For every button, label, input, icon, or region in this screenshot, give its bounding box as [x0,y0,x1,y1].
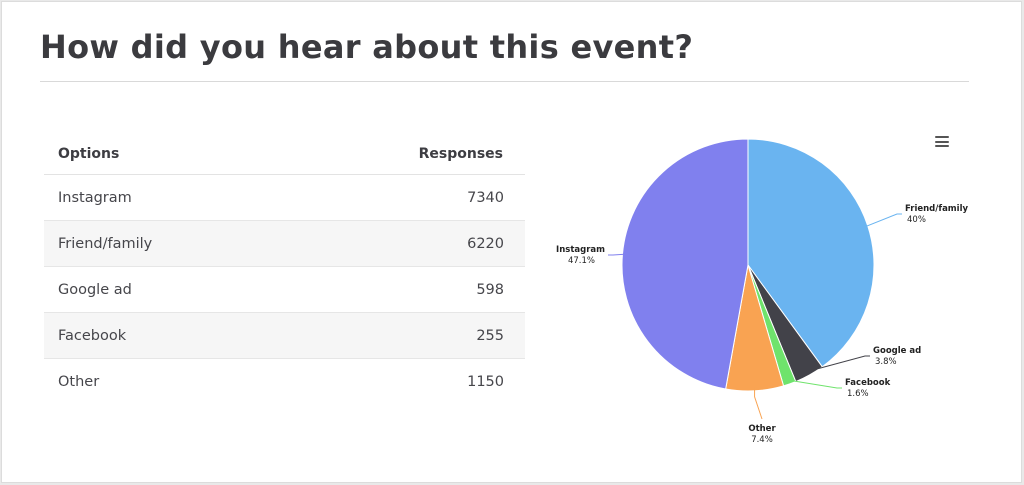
menu-icon-bar [935,140,949,143]
pie-label-name: Other [748,424,776,434]
table-row: Facebook 255 [44,313,525,359]
menu-icon-bar [935,145,949,147]
pie-label-name: Friend/family [905,204,968,214]
hamburger-menu-icon[interactable] [935,136,949,148]
row-option: Facebook [58,327,127,344]
row-responses: 255 [476,327,504,344]
pie-label-percent: 1.6% [847,389,869,399]
pie-label-name: Instagram [556,245,605,255]
menu-icon-bar [935,136,949,138]
responses-table: Options Responses Instagram 7340 Friend/… [44,133,525,405]
page-title: How did you hear about this event? [40,28,694,66]
pie-connector-line [788,379,842,389]
pie-connector-line [807,355,870,372]
table-row: Other 1150 [44,359,525,405]
row-responses: 6220 [467,235,504,252]
pie-connector-line [754,386,763,420]
pie-slice-instagram[interactable] [621,138,749,390]
row-option: Other [58,374,100,390]
row-responses: 7340 [467,189,504,206]
table-header: Options Responses [44,133,525,175]
table-row: Instagram 7340 [44,175,525,221]
title-divider [40,81,969,82]
row-option: Google ad [58,281,132,298]
pie-connector-line [863,213,902,228]
table-body: Instagram 7340 Friend/family 6220 Google… [44,175,525,405]
pie-label-name: Facebook [845,378,891,388]
table-row: Google ad 598 [44,267,525,313]
row-option: Friend/family [58,235,153,252]
row-responses: 1150 [467,374,504,390]
pie-label-percent: 40% [907,215,926,225]
column-header-responses: Responses [418,145,503,162]
pie-connector-line [608,253,627,256]
row-option: Instagram [58,189,132,206]
pie-label-percent: 47.1% [568,256,595,266]
pie-label-name: Google ad [873,346,921,356]
row-responses: 598 [476,281,504,298]
column-header-options: Options [58,145,120,162]
table-row: Friend/family 6220 [44,221,525,267]
pie-label-percent: 3.8% [875,357,897,367]
pie-label-percent: 7.4% [751,435,773,445]
